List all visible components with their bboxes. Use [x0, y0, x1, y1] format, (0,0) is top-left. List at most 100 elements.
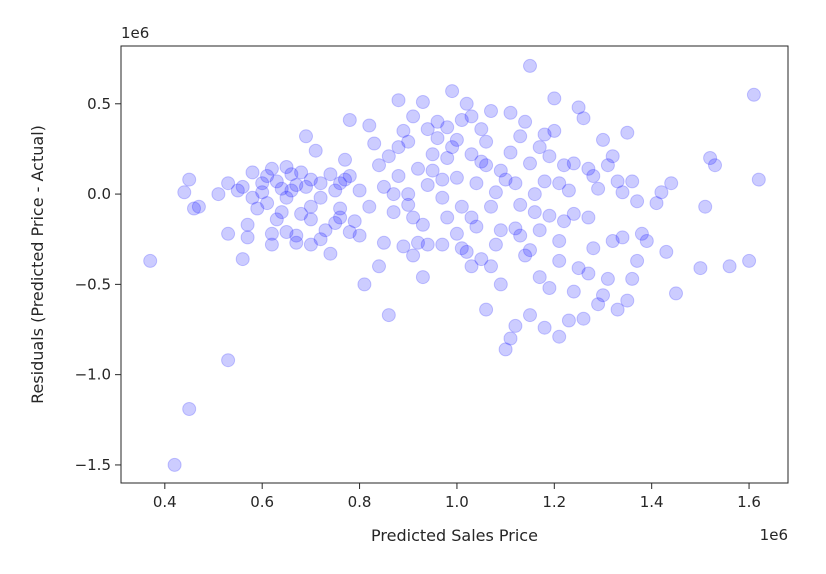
data-point — [289, 235, 304, 250]
y-tick-label: 0.5 — [87, 95, 111, 113]
data-point — [532, 270, 547, 285]
data-point — [586, 169, 601, 183]
data-point — [430, 131, 445, 146]
data-point — [269, 174, 284, 189]
data-point — [420, 122, 435, 137]
data-point — [566, 156, 581, 171]
data-point — [552, 253, 567, 268]
data-point — [342, 113, 357, 127]
data-point — [260, 169, 275, 183]
data-point — [143, 253, 158, 268]
data-point — [323, 246, 338, 261]
data-point — [235, 252, 250, 267]
y-axis-ticks: 0.5 0.0 −0.5 −1.0 −1.5 — [75, 95, 121, 474]
data-point — [187, 201, 201, 216]
data-point — [401, 187, 416, 202]
data-point — [484, 199, 498, 214]
data-point — [294, 165, 309, 180]
data-point — [328, 183, 343, 198]
data-point — [313, 176, 328, 191]
data-point — [464, 210, 479, 225]
x-tick-label: 0.6 — [250, 493, 274, 511]
data-point — [445, 84, 460, 99]
data-point — [498, 342, 513, 357]
data-point — [435, 237, 450, 252]
data-point — [182, 172, 197, 187]
data-point — [303, 237, 318, 252]
data-point — [464, 259, 479, 274]
data-point — [376, 235, 391, 250]
data-point — [581, 161, 596, 176]
data-point — [596, 288, 610, 303]
data-point — [600, 158, 615, 173]
x-axis-ticks: 0.4 0.6 0.8 1.0 1.2 1.4 1.6 — [153, 483, 761, 511]
data-point — [620, 293, 635, 308]
data-point — [581, 210, 596, 225]
data-point — [552, 234, 567, 248]
data-point — [498, 172, 513, 187]
data-point — [177, 185, 192, 200]
data-point — [571, 100, 586, 115]
data-point — [576, 111, 591, 126]
data-point — [488, 185, 503, 200]
data-point — [264, 161, 279, 176]
y-tick-label: −1.0 — [75, 366, 111, 384]
data-point — [547, 91, 562, 106]
data-point — [264, 237, 279, 252]
data-point — [245, 190, 260, 205]
x-tick-label: 1.0 — [445, 493, 469, 511]
data-point — [508, 318, 523, 333]
data-point — [191, 199, 206, 214]
data-point — [303, 212, 318, 227]
data-point — [338, 152, 352, 167]
data-point — [372, 158, 386, 173]
data-point — [537, 127, 552, 142]
data-point — [639, 234, 654, 248]
data-point — [479, 158, 494, 173]
data-point — [469, 176, 484, 191]
data-point — [542, 149, 557, 164]
data-point — [527, 205, 542, 220]
data-point — [561, 313, 576, 328]
data-point — [527, 187, 542, 202]
data-point — [693, 261, 708, 276]
x-offset-label: 1e6 — [760, 526, 788, 544]
data-point — [449, 226, 464, 241]
data-point — [357, 277, 372, 292]
data-point — [484, 259, 498, 274]
data-point — [396, 123, 411, 138]
data-point — [250, 201, 265, 216]
data-point — [620, 125, 635, 140]
data-point — [411, 161, 425, 176]
data-point — [342, 169, 357, 183]
data-point — [552, 329, 567, 344]
data-point — [372, 259, 386, 274]
data-point — [415, 95, 430, 109]
x-axis-label: Predicted Sales Price — [371, 526, 538, 545]
data-point — [464, 147, 479, 162]
data-point — [503, 331, 518, 346]
y-tick-label: −1.5 — [75, 456, 111, 474]
data-point — [338, 172, 352, 187]
data-point — [391, 140, 406, 155]
data-point — [630, 253, 645, 268]
data-point — [235, 179, 250, 194]
data-point — [260, 196, 275, 211]
data-point — [406, 109, 421, 124]
data-point — [333, 210, 348, 225]
data-point — [386, 205, 401, 220]
data-point — [449, 170, 464, 185]
data-point — [274, 205, 289, 220]
x-tick-label: 1.4 — [640, 493, 664, 511]
data-point — [552, 176, 567, 191]
data-point — [508, 176, 523, 191]
data-point — [751, 172, 766, 187]
data-point — [493, 163, 508, 178]
data-point — [167, 457, 182, 472]
data-point — [367, 136, 382, 151]
data-point — [454, 199, 469, 214]
data-point — [625, 271, 640, 286]
data-point — [654, 185, 669, 200]
plot-frame — [120, 45, 789, 484]
